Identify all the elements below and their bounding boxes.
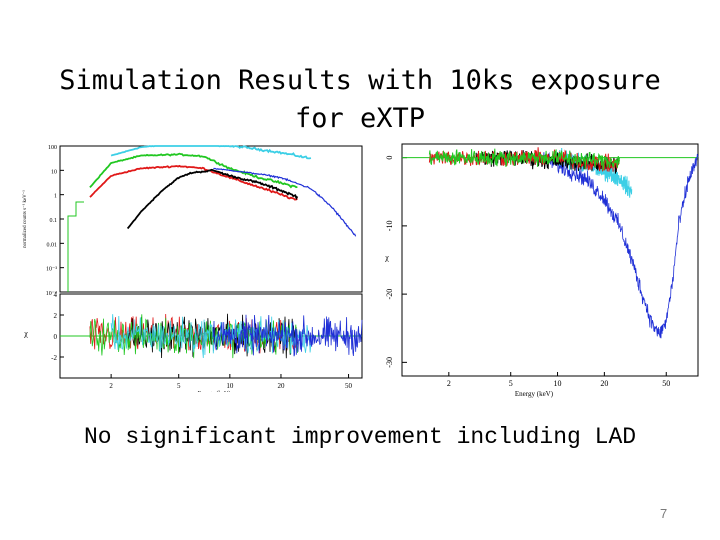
title-line-2: for eXTP	[294, 103, 426, 134]
right-xtick-label: 10	[554, 379, 562, 388]
left-bottom-ytick-label: -2	[51, 354, 57, 362]
left-top-ytick-label: 10⁻³	[46, 267, 57, 273]
title-line-1: Simulation Results with 10ks exposure	[59, 65, 661, 96]
left-top-ytick-label: 1	[54, 194, 57, 200]
left-bottom-series-line	[213, 314, 363, 357]
left-bottom-xtick-label: 10	[226, 382, 234, 390]
slide-caption: No significant improvement including LAD	[83, 424, 637, 450]
left-bottom-ytick-label: 4	[54, 291, 58, 299]
right-xlabel: Energy (keV)	[515, 390, 554, 398]
right-panel: 0 -10 -20 -30 2 5 10 20 50 Energy (keV) χ	[384, 143, 699, 398]
left-top-series-line	[126, 168, 299, 230]
left-top-series-line	[89, 152, 298, 189]
left-top-series-line	[89, 164, 298, 201]
page-number: 7	[660, 506, 668, 521]
right-ytick-label: -20	[385, 289, 394, 300]
left-top-ytick-label: 10⁻⁴	[46, 291, 57, 297]
left-bottom-ylabel: χ	[23, 329, 28, 338]
left-bottom-ytick-label: 0	[54, 333, 58, 341]
left-bottom-xtick-label: 50	[345, 382, 353, 390]
left-bottom-xtick-label: 2	[109, 382, 113, 390]
left-top-ytick-label: 10	[51, 169, 57, 175]
right-ytick-label: -10	[385, 221, 394, 232]
right-xtick-label: 2	[447, 379, 451, 388]
left-top-lowenergy-step	[67, 201, 84, 292]
left-bottom-xlabel: Energy (keV)	[198, 390, 231, 392]
right-ytick-label: 0	[385, 156, 394, 160]
right-series-line	[542, 151, 699, 339]
left-top-frame	[59, 145, 363, 293]
slide-title: Simulation Results with 10ks exposure fo…	[40, 62, 680, 138]
left-top-ytick-label: 100	[48, 145, 57, 151]
left-bottom-xtick-label: 20	[277, 382, 285, 390]
right-xtick-label: 20	[600, 379, 608, 388]
left-top-series-line	[213, 167, 357, 237]
right-ytick-label: -30	[385, 357, 394, 368]
left-bottom-xtick-label: 5	[177, 382, 181, 390]
left-bottom-series-line	[110, 314, 312, 359]
right-ylabel: χ	[384, 253, 389, 262]
left-top-ylabel: normalized counts s⁻¹ keV⁻¹	[22, 190, 28, 248]
right-residual-chart: 0 -10 -20 -30 2 5 10 20 50 Energy (keV) χ	[384, 143, 699, 398]
right-xtick-label: 5	[509, 379, 513, 388]
right-series-line	[428, 148, 620, 171]
left-top-ytick-label: 0.01	[47, 242, 58, 248]
left-top-series-line	[110, 144, 312, 160]
left-bottom-panel: 420-225102050Energy (keV)χ	[23, 291, 363, 392]
right-frame	[401, 143, 699, 377]
right-xtick-label: 50	[662, 379, 670, 388]
left-top-panel: 100 10 1 0.1 0.01 10⁻³ 10⁻⁴ normalized counts s…	[22, 144, 363, 297]
left-bottom-ytick-label: 2	[54, 312, 58, 320]
left-top-ytick-label: 0.1	[50, 218, 58, 224]
